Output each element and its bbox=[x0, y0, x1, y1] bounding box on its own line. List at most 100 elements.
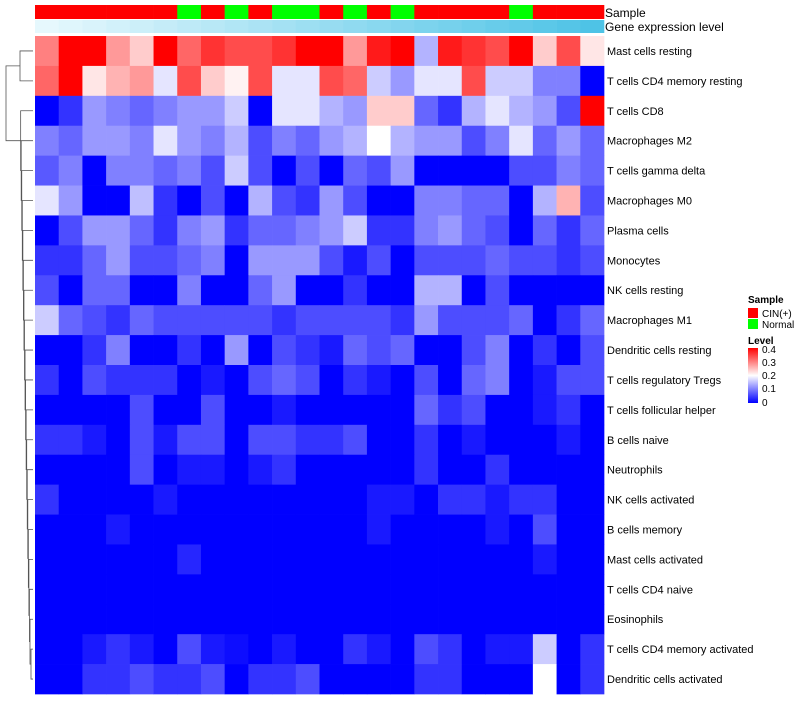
heatmap-cell bbox=[319, 335, 344, 366]
heatmap-cell bbox=[153, 484, 178, 515]
heatmap-cell bbox=[58, 155, 83, 186]
heatmap-cell bbox=[295, 484, 320, 515]
heatmap-cell bbox=[248, 664, 273, 695]
heatmap-cell bbox=[200, 275, 226, 306]
heatmap-cell bbox=[224, 185, 249, 216]
heatmap-cell bbox=[485, 335, 510, 366]
heatmap-cell bbox=[200, 335, 226, 366]
heatmap-cell bbox=[106, 634, 131, 665]
sample-legend: Sample CIN(+) Normal bbox=[748, 295, 794, 331]
heatmap-cell bbox=[390, 185, 415, 216]
heatmap-cell bbox=[509, 275, 534, 306]
heatmap-cell bbox=[58, 574, 83, 605]
heatmap-cell bbox=[177, 275, 202, 306]
heatmap-cell bbox=[509, 365, 534, 396]
heatmap-cell bbox=[153, 454, 178, 485]
heatmap-cell bbox=[366, 634, 391, 665]
expression-annotation-cell bbox=[532, 20, 557, 33]
heatmap-cell bbox=[177, 365, 202, 396]
heatmap-cell bbox=[35, 574, 60, 605]
sample-annotation-cell bbox=[319, 5, 344, 19]
expression-annotation-cell bbox=[509, 20, 534, 33]
heatmap-cell bbox=[366, 514, 391, 545]
heatmap-cell bbox=[153, 185, 178, 216]
heatmap-cell bbox=[177, 454, 202, 485]
heatmap-cell bbox=[35, 664, 60, 695]
heatmap-cell bbox=[366, 604, 391, 635]
heatmap-cell bbox=[200, 514, 226, 545]
expression-annotation-cell bbox=[366, 20, 391, 33]
heatmap-cell bbox=[532, 305, 557, 336]
heatmap-cell bbox=[532, 604, 557, 635]
row-label: NK cells activated bbox=[607, 495, 694, 507]
sample-annotation-cell bbox=[58, 5, 83, 19]
heatmap-cell bbox=[580, 634, 605, 665]
expression-annotation-cell bbox=[485, 20, 510, 33]
heatmap-cell bbox=[272, 424, 297, 456]
row-label: Mast cells activated bbox=[607, 554, 703, 566]
heatmap-cell bbox=[106, 454, 131, 485]
heatmap-cell bbox=[461, 574, 486, 605]
dendrogram-branch bbox=[5, 65, 21, 142]
heatmap-cell bbox=[200, 125, 226, 156]
heatmap-cell bbox=[556, 484, 581, 515]
heatmap-cell bbox=[461, 424, 486, 456]
heatmap-cell bbox=[177, 664, 202, 695]
heatmap-cell bbox=[366, 125, 391, 156]
heatmap-cell bbox=[58, 65, 83, 97]
heatmap-cell bbox=[295, 36, 320, 67]
heatmap-cell bbox=[106, 95, 131, 127]
heatmap-cell bbox=[177, 394, 202, 426]
sample-annotation-cell bbox=[272, 5, 297, 19]
sample-annotation-cell bbox=[200, 5, 225, 19]
heatmap-cell bbox=[556, 664, 581, 695]
expression-annotation-cell bbox=[35, 20, 60, 33]
heatmap-cell bbox=[438, 634, 463, 665]
heatmap-cell bbox=[485, 574, 510, 605]
heatmap-cell bbox=[153, 65, 178, 97]
heatmap-cell bbox=[319, 484, 344, 515]
heatmap-cell bbox=[580, 245, 605, 276]
heatmap-cell bbox=[414, 424, 439, 456]
heatmap-cell bbox=[35, 215, 60, 246]
heatmap-cell bbox=[35, 514, 60, 545]
heatmap-cell bbox=[414, 335, 439, 366]
heatmap-cell bbox=[319, 305, 344, 336]
heatmap-cell bbox=[532, 245, 557, 276]
heatmap-cell bbox=[106, 394, 131, 426]
heatmap-cell bbox=[390, 305, 415, 336]
heatmap-cell bbox=[319, 394, 344, 426]
heatmap-cell bbox=[129, 65, 154, 97]
heatmap-cell bbox=[343, 365, 368, 396]
heatmap-cell bbox=[414, 305, 439, 336]
heatmap-cell bbox=[390, 424, 415, 456]
expression-annotation-cell bbox=[82, 20, 107, 33]
heatmap-cell bbox=[200, 604, 226, 635]
heatmap-cell bbox=[509, 604, 534, 635]
level-color-bar bbox=[748, 348, 758, 403]
heatmap-cell bbox=[106, 215, 131, 246]
heatmap-cell bbox=[272, 125, 297, 156]
heatmap-cell bbox=[200, 574, 226, 605]
heatmap-cell bbox=[390, 454, 415, 485]
heatmap-cell bbox=[295, 155, 320, 186]
heatmap-cell bbox=[129, 215, 154, 246]
heatmap-cell bbox=[556, 245, 581, 276]
heatmap-cell bbox=[438, 125, 463, 156]
heatmap-cell bbox=[224, 484, 249, 515]
row-labels: Mast cells resting T cells CD4 memory res… bbox=[607, 46, 754, 686]
heatmap-cell bbox=[461, 335, 486, 366]
row-label: Macrophages M2 bbox=[607, 136, 692, 148]
heatmap-cell bbox=[224, 454, 249, 485]
heatmap-cell bbox=[177, 335, 202, 366]
heatmap-cell bbox=[224, 604, 249, 635]
heatmap-cell bbox=[82, 275, 107, 306]
heatmap-cell bbox=[390, 365, 415, 396]
row-label: Macrophages M0 bbox=[607, 196, 692, 208]
heatmap-cell bbox=[343, 454, 368, 485]
heatmap-cell bbox=[461, 125, 486, 156]
expression-annotation-cell bbox=[556, 20, 581, 33]
heatmap-cell bbox=[153, 245, 178, 276]
heatmap-cell bbox=[438, 185, 463, 216]
